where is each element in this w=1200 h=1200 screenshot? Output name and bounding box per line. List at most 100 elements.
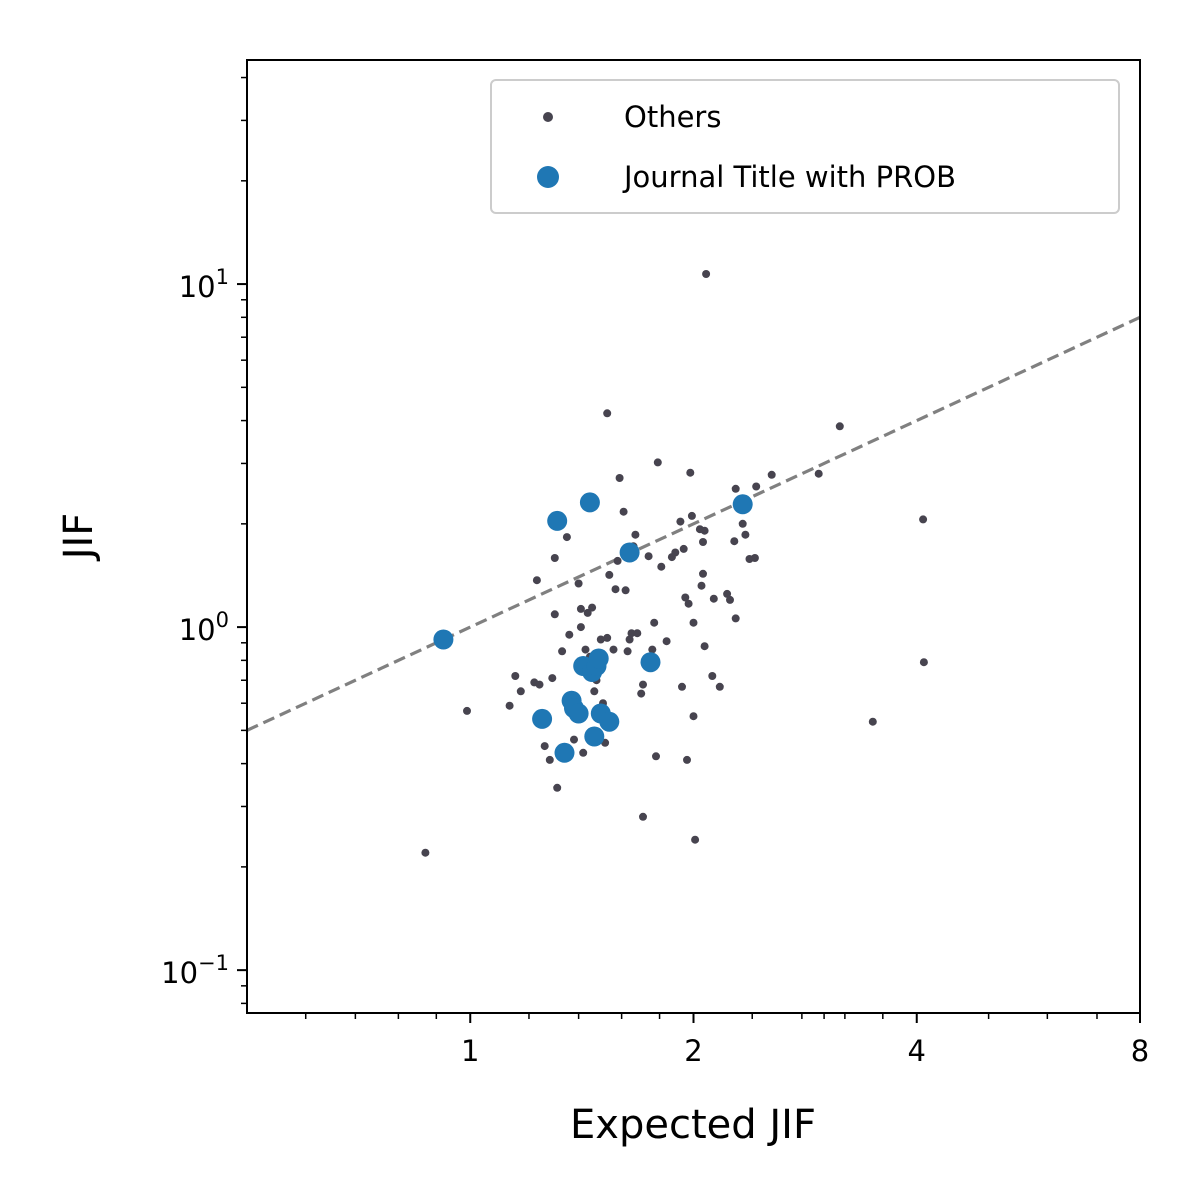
point-others-69 [691, 835, 700, 844]
x-tick-label-0: 1 [461, 1034, 479, 1068]
point-others-17 [565, 630, 574, 639]
point-others-35 [609, 645, 618, 654]
point-others-42 [625, 635, 634, 644]
point-others-68 [689, 618, 698, 627]
point-others-13 [550, 554, 559, 562]
point-others-9 [540, 742, 549, 751]
y-tick-label-2: 101 [179, 265, 229, 304]
y-tick-label-0: 10−1 [161, 951, 229, 990]
point-others-7 [535, 680, 544, 689]
point-others-58 [671, 548, 680, 557]
point-others-88 [750, 554, 759, 562]
point-others-4 [516, 687, 525, 696]
point-others-53 [652, 752, 660, 761]
point-prob-15 [619, 542, 640, 563]
point-others-33 [603, 409, 612, 418]
point-prob-0 [433, 629, 454, 650]
point-others-39 [619, 507, 628, 516]
point-others-51 [648, 645, 657, 654]
point-others-86 [741, 530, 750, 539]
point-others-74 [700, 526, 709, 535]
point-others-47 [637, 689, 646, 698]
point-others-65 [686, 468, 695, 477]
y-axis: 10−1 100 101 [161, 76, 247, 1005]
point-others-48 [639, 680, 647, 689]
point-others-37 [613, 556, 622, 565]
point-others-22 [579, 748, 588, 757]
x-tick-label-3: 8 [1131, 1034, 1149, 1068]
point-others-73 [699, 538, 707, 546]
point-others-0 [421, 848, 430, 857]
point-others-10 [545, 755, 554, 764]
point-others-93 [868, 717, 877, 726]
point-others-89 [752, 482, 761, 491]
point-others-24 [583, 608, 592, 617]
point-others-85 [738, 519, 747, 528]
legend-marker-prob [537, 166, 559, 188]
point-prob-12 [588, 648, 609, 669]
point-others-61 [679, 544, 688, 553]
point-others-19 [574, 579, 583, 588]
point-others-41 [623, 647, 632, 656]
x-axis-label: Expected JIF [570, 1102, 816, 1148]
point-others-18 [570, 735, 578, 744]
point-prob-3 [554, 742, 575, 763]
point-prob-16 [640, 652, 661, 673]
legend-label-prob: Journal Title with PROB [622, 160, 956, 194]
point-others-84 [731, 484, 740, 493]
point-others-75 [700, 642, 709, 651]
point-others-12 [550, 610, 559, 619]
point-others-16 [562, 533, 571, 542]
point-others-2 [505, 701, 514, 710]
point-prob-10 [584, 726, 605, 747]
point-prob-14 [599, 711, 620, 732]
point-others-11 [548, 674, 557, 683]
point-others-72 [699, 569, 707, 578]
point-prob-17 [732, 494, 753, 515]
point-others-62 [681, 593, 690, 602]
point-others-63 [683, 755, 691, 764]
point-others-94 [919, 515, 928, 524]
point-others-20 [576, 623, 585, 632]
reference-line-layer [246, 315, 1141, 732]
point-others-34 [605, 570, 614, 579]
point-others-27 [590, 687, 599, 696]
point-others-49 [639, 812, 647, 821]
point-others-26 [588, 603, 597, 612]
points-layer [421, 270, 928, 857]
point-others-55 [657, 562, 666, 571]
reference-line [246, 315, 1141, 732]
point-others-64 [684, 599, 693, 608]
x-tick-label-2: 4 [908, 1034, 926, 1068]
point-others-15 [558, 647, 567, 656]
point-others-95 [919, 658, 928, 667]
point-others-45 [631, 530, 640, 539]
point-others-43 [627, 629, 636, 638]
point-others-60 [678, 682, 686, 691]
point-prob-2 [547, 510, 568, 531]
point-others-77 [708, 672, 717, 680]
point-others-81 [726, 595, 734, 604]
point-others-78 [709, 594, 718, 603]
point-others-76 [702, 270, 711, 278]
point-others-66 [687, 511, 696, 520]
x-axis: 1 2 4 8 [304, 1013, 1149, 1068]
point-others-80 [723, 589, 732, 598]
point-prob-1 [532, 708, 553, 729]
point-others-14 [553, 783, 562, 792]
point-others-6 [532, 576, 541, 585]
point-prob-6 [568, 703, 589, 724]
point-others-21 [576, 604, 585, 613]
legend-label-others: Others [624, 100, 721, 134]
point-others-59 [676, 517, 685, 526]
y-tick-label-1: 100 [179, 608, 229, 647]
point-others-71 [697, 581, 706, 590]
point-others-79 [715, 682, 724, 691]
x-tick-label-1: 2 [684, 1034, 702, 1068]
point-others-91 [814, 469, 823, 478]
point-others-1 [463, 706, 471, 715]
point-others-32 [603, 633, 612, 642]
point-others-56 [662, 637, 671, 646]
point-others-67 [689, 712, 698, 721]
